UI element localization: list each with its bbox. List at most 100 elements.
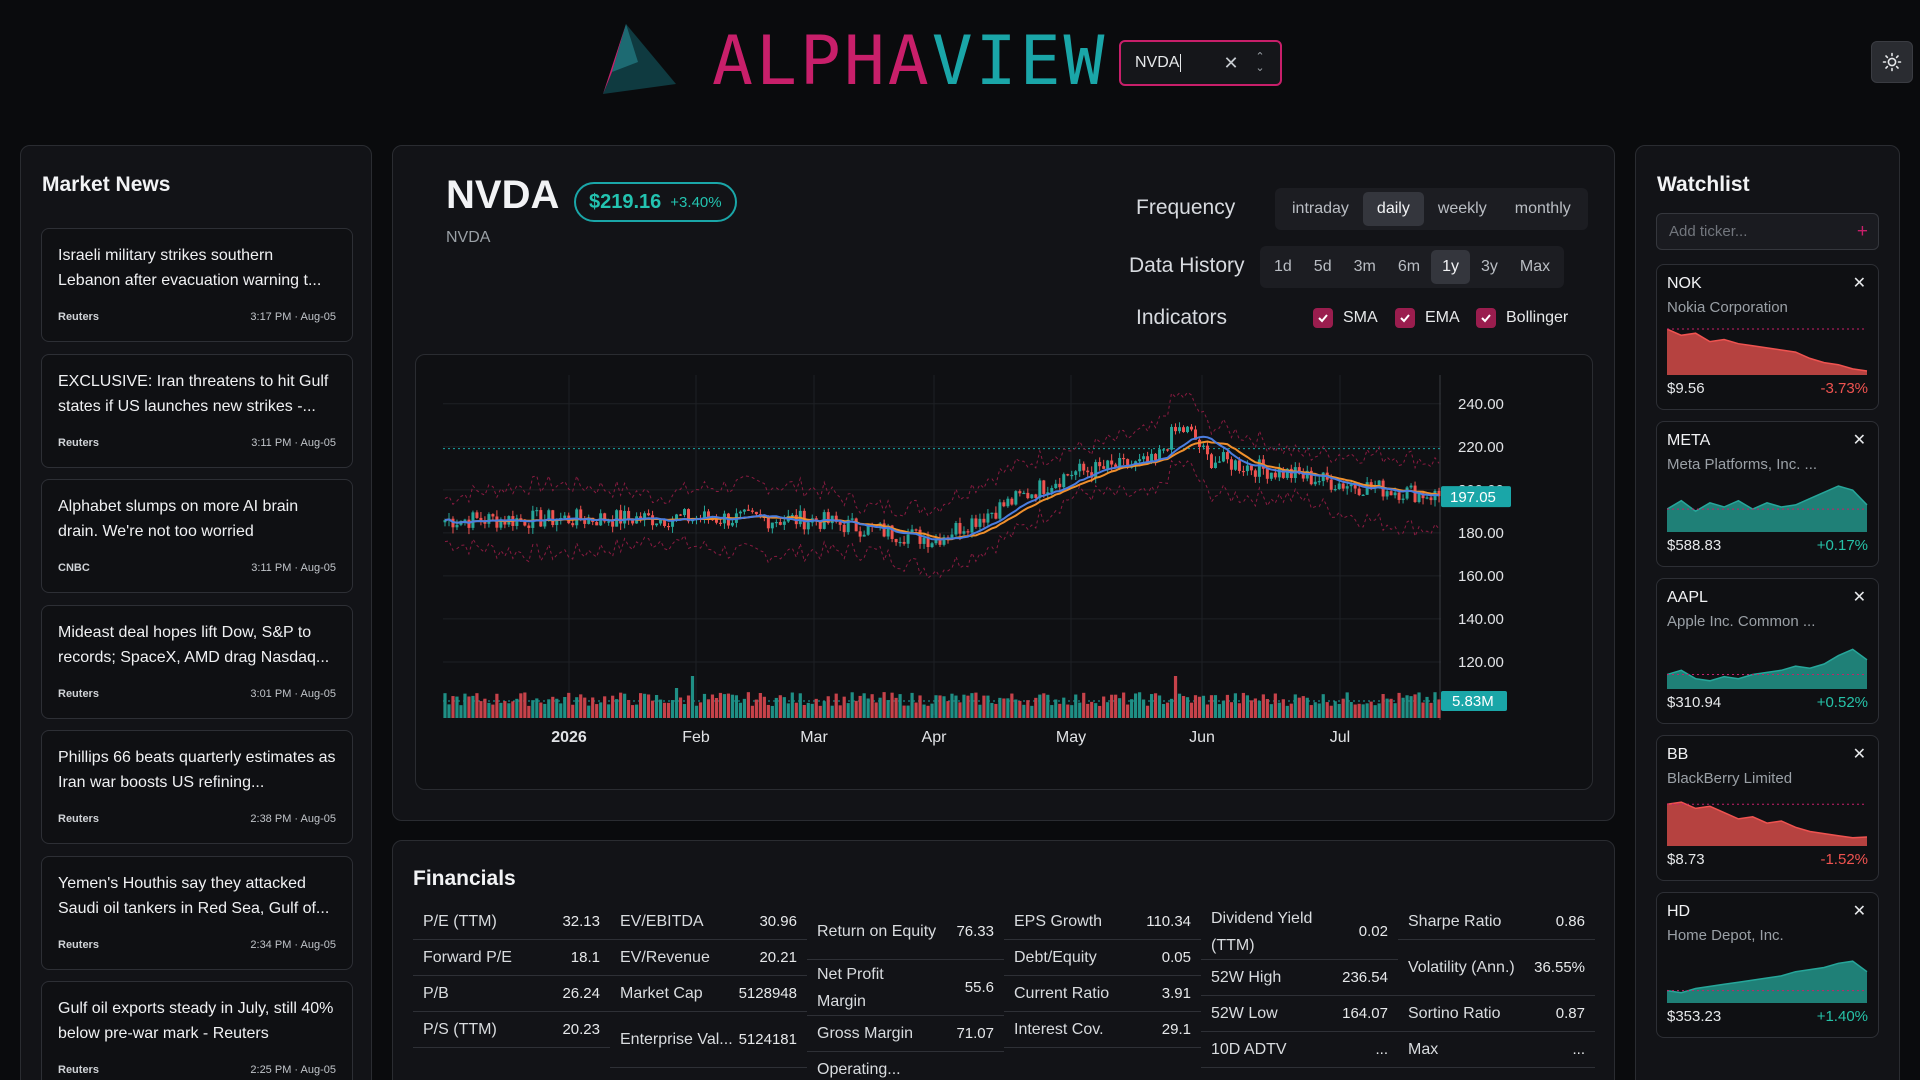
volume-bar [1102,696,1106,718]
candle-body [886,525,890,537]
financial-metric-row: P/S (TTM) 20.23 [413,1012,610,1048]
volume-bar [1161,703,1166,718]
y-tick-label: 240.00 [1458,396,1504,413]
candle-body [702,511,706,520]
volume-bar [886,700,890,718]
frequency-option-monthly[interactable]: monthly [1514,200,1571,217]
volume-bar [682,704,687,718]
candle-body [1010,498,1014,505]
volume-bar [762,696,766,718]
history-option-3y[interactable]: 3y [1480,258,1498,275]
history-option-max[interactable]: Max [1519,258,1551,275]
news-time: 2:34 PM · Aug-05 [250,938,336,951]
history-option-3m[interactable]: 3m [1353,258,1376,275]
add-ticker-input[interactable]: Add ticker... + [1656,213,1879,250]
price-value: $219.16 [589,190,662,213]
candle-body [1393,492,1397,496]
watchlist-card[interactable]: HD ✕ Home Depot, Inc. $353.23 +1.40% [1656,892,1879,1038]
financial-metric-row: Enterprise Val... 5124181 [610,1012,807,1068]
remove-icon[interactable]: ✕ [1852,589,1866,606]
candle-body [982,518,986,523]
x-tick-label: Apr [922,729,948,746]
volume-label: 5.83M [1452,693,1494,710]
volume-bar [491,704,495,718]
metric-label: Debt/Equity [1014,949,1097,966]
news-card[interactable]: Phillips 66 beats quarterly estimates as… [41,730,353,844]
frequency-option-daily[interactable]: daily [1362,192,1424,226]
candle-body [1038,480,1042,498]
history-option-5d[interactable]: 5d [1313,258,1332,275]
volume-bar [631,705,635,718]
metric-label: EV/Revenue [620,949,710,966]
plus-icon[interactable]: + [1856,221,1868,242]
volume-bar [579,694,583,718]
history-option-1d[interactable]: 1d [1274,258,1292,275]
watchlist-card[interactable]: BB ✕ BlackBerry Limited $8.73 -1.52% [1656,735,1879,881]
volume-bar [1114,694,1118,718]
news-card[interactable]: Alphabet slumps on more AI brain drain. … [41,479,353,593]
watchlist-card[interactable]: AAPL ✕ Apple Inc. Common ... $310.94 +0.52% [1656,578,1879,724]
news-card[interactable]: EXCLUSIVE: Iran threatens to hit Gulf st… [41,353,353,468]
last-price-tag: 197.05 [1441,486,1511,508]
volume-bar [702,693,707,718]
candle-body [918,529,922,544]
watchlist-card[interactable]: NOK ✕ Nokia Corporation $9.56 -3.73% [1656,264,1879,410]
metric-label: Operating... [817,1061,901,1078]
checkbox-icon[interactable] [1476,308,1496,328]
financial-metric-row: Return on Equity 76.33 [807,904,1004,960]
candle-body [1014,491,1018,505]
news-card[interactable]: Mideast deal hopes lift Dow, S&P to reco… [41,604,353,719]
checkbox-icon[interactable] [1313,308,1333,328]
news-card[interactable]: Gulf oil exports steady in July, still 4… [41,981,353,1080]
candle-body [706,511,710,519]
volume-bar [1369,701,1373,718]
indicator-toggle-bollinger[interactable]: Bollinger [1476,308,1568,328]
volume-bar [1285,705,1289,718]
indicator-toggle-sma[interactable]: SMA [1313,308,1378,328]
clear-icon[interactable]: ✕ [1223,53,1239,73]
candle-body [487,514,491,524]
price-chart-svg[interactable]: 240.00220.00200.00180.00160.00140.00120.… [416,355,1594,791]
remove-icon[interactable]: ✕ [1852,903,1866,920]
history-option-1y[interactable]: 1y [1431,250,1470,284]
volume-bar [1381,694,1385,718]
metric-value: 29.1 [1161,1021,1191,1038]
ticker-search-input[interactable]: NVDA ✕ ⌃ ⌄ [1119,40,1282,86]
candle-body [483,521,487,524]
candle-body [539,510,543,527]
price-chart[interactable]: 240.00220.00200.00180.00160.00140.00120.… [415,354,1593,790]
volume-bar [1365,703,1369,718]
volume-bar [1026,700,1030,718]
candle-body [555,520,559,526]
remove-icon[interactable]: ✕ [1852,746,1866,763]
volume-bar [1233,693,1238,718]
metric-label: Dividend Yield (TTM) [1211,909,1313,954]
chevron-up-down-icon[interactable]: ⌃ ⌄ [1255,51,1265,74]
watchlist-price: $310.94 [1667,694,1722,711]
candle-body [1002,502,1006,507]
history-option-6m[interactable]: 6m [1397,258,1421,275]
metric-value: 18.1 [570,949,600,966]
candle-body [671,519,675,527]
y-tick-label: 120.00 [1458,654,1504,671]
frequency-option-weekly[interactable]: weekly [1437,200,1487,217]
financial-metric-row: Sharpe Ratio 0.86 [1398,904,1595,940]
news-card[interactable]: Yemen's Houthis say they attacked Saudi … [41,855,353,970]
indicator-toggle-ema[interactable]: EMA [1395,308,1460,328]
volume-bar [1126,704,1130,718]
candle-body [898,541,902,544]
frequency-option-intraday[interactable]: intraday [1292,200,1349,217]
watchlist-card[interactable]: META ✕ Meta Platforms, Inc. ... $588.83 +0.1… [1656,421,1879,567]
theme-toggle-button[interactable] [1871,41,1913,83]
candle-body [782,521,786,525]
remove-icon[interactable]: ✕ [1852,432,1866,449]
candle-body [994,512,998,519]
volume-bar [1337,703,1341,718]
y-tick-label: 140.00 [1458,611,1504,628]
checkbox-icon[interactable] [1395,308,1415,328]
remove-icon[interactable]: ✕ [1852,275,1866,292]
news-card[interactable]: Israeli military strikes southern Lebano… [41,228,353,342]
volume-bar [1301,696,1305,718]
volume-bar [710,694,715,718]
data-history-selector: 1d 5d 3m 6m 1y 3y Max [1260,246,1565,288]
